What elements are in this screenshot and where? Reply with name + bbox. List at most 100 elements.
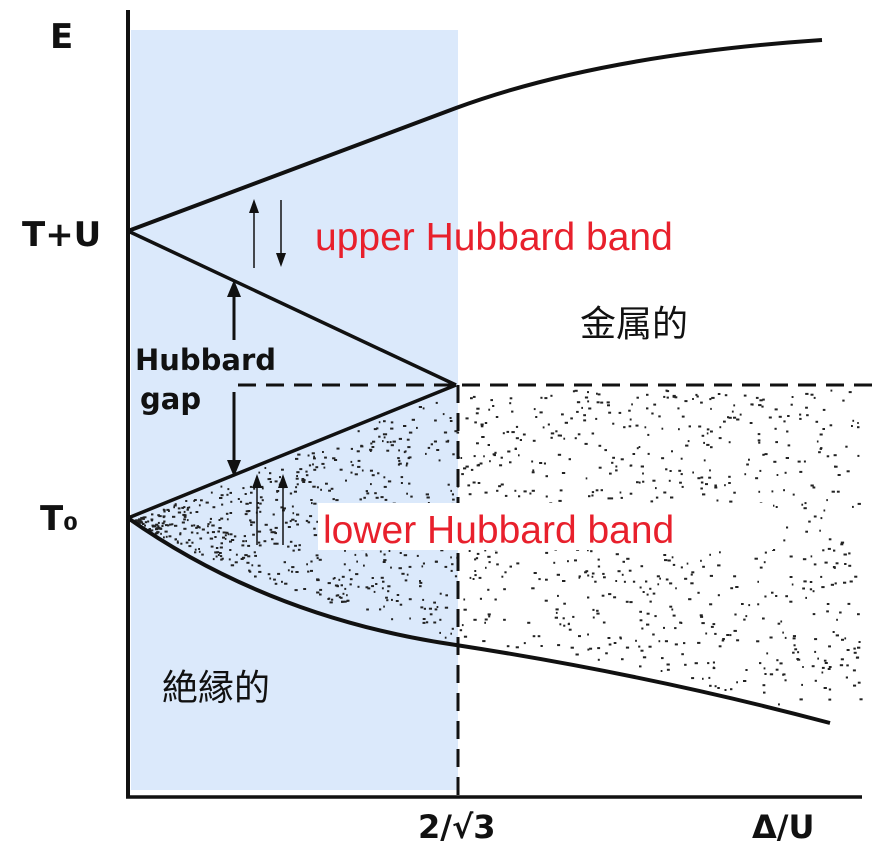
stipple-dot [188,545,191,547]
stipple-dot [719,426,721,428]
stipple-dot [313,528,316,530]
stipple-dot [450,633,452,635]
stipple-dot [603,622,606,624]
stipple-dot [303,588,306,590]
stipple-dot [246,562,249,564]
stipple-dot [806,414,809,416]
stipple-dot [764,673,766,675]
stipple-dot [461,457,463,459]
stipple-dot [185,500,187,502]
stipple-dot [650,601,652,603]
stipple-dot [785,637,787,639]
stipple-dot [221,494,224,496]
stipple-dot [407,446,410,448]
stipple-dot [244,554,247,556]
stipple-dot [844,554,847,556]
stipple-dot [269,478,271,480]
stipple-dot [649,588,651,590]
stipple-dot [831,390,833,392]
stipple-dot [769,417,772,419]
stipple-dot [378,436,380,438]
stipple-dot [474,558,476,560]
stipple-dot [624,581,626,583]
stipple-dot [771,592,774,594]
stipple-dot [473,396,476,398]
stipple-dot [729,501,732,503]
stipple-dot [218,554,220,556]
stipple-dot [817,441,819,443]
stipple-dot [409,566,412,568]
stipple-dot [510,397,513,399]
stipple-dot [714,487,717,489]
stipple-dot [396,600,399,602]
stipple-dot [775,428,777,430]
stipple-dot [229,541,232,543]
stipple-dot [312,486,315,488]
stipple-dot [296,514,299,516]
stipple-dot [733,404,735,406]
stipple-dot [254,576,257,578]
stipple-dot [187,509,189,511]
stipple-dot [668,560,671,562]
stipple-dot [345,480,347,482]
stipple-dot [485,492,488,494]
stipple-dot [496,563,499,565]
stipple-dot [186,542,189,544]
stipple-dot [399,438,402,440]
stipple-dot [352,464,354,466]
stipple-dot [833,550,835,552]
stipple-dot [758,439,761,441]
stipple-dot [462,624,464,626]
stipple-dot [786,527,788,529]
stipple-dot [814,638,817,640]
stipple-dot [664,559,667,561]
stipple-dot [423,563,425,565]
stipple-dot [163,509,165,511]
stipple-dot [789,601,792,603]
stipple-dot [381,496,384,498]
stipple-dot [399,463,402,465]
stipple-dot [592,576,594,578]
stipple-dot [335,499,338,501]
stipple-dot [637,397,639,399]
stipple-dot [854,576,857,578]
stipple-dot [337,594,340,596]
stipple-dot [295,458,298,460]
stipple-dot [403,425,406,427]
stipple-dot [225,538,227,540]
stipple-dot [793,494,795,496]
stipple-dot [437,606,439,608]
stipple-dot [854,652,857,654]
stipple-dot [249,502,252,504]
stipple-dot [425,453,427,455]
stipple-dot [258,565,261,567]
stipple-dot [284,561,286,563]
stipple-dot [337,448,340,450]
stipple-dot [673,396,676,398]
stipple-dot [198,548,200,550]
stipple-dot [561,413,564,415]
stipple-dot [587,649,589,651]
stipple-dot [708,477,711,479]
stipple-dot [814,651,816,653]
stipple-dot [562,472,565,474]
stipple-dot [824,510,826,512]
stipple-dot [172,516,175,518]
stipple-dot [433,602,436,604]
stipple-dot [792,584,794,586]
stipple-dot [596,489,599,491]
stipple-dot [833,566,836,568]
stipple-dot [646,394,649,396]
stipple-dot [638,646,640,648]
stipple-dot [643,656,646,658]
stipple-dot [431,443,433,445]
stipple-dot [178,507,181,509]
stipple-dot [670,470,672,472]
stipple-dot [295,486,297,488]
stipple-dot [391,618,393,620]
stipple-dot [713,662,715,664]
stipple-dot [460,629,462,631]
stipple-dot [605,652,608,654]
stipple-dot [404,451,406,453]
stipple-dot [663,396,665,398]
